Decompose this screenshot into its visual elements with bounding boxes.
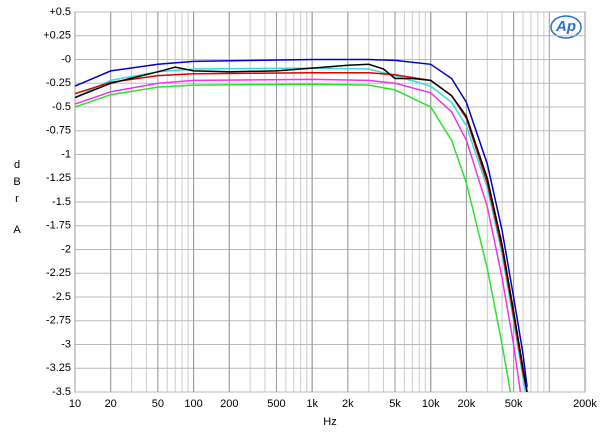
series-line (75, 78, 522, 392)
y-axis-label: A (13, 224, 21, 236)
y-tick-label: -3.25 (46, 362, 71, 374)
x-tick-label: 50 (152, 398, 164, 410)
x-tick-label: 200k (573, 398, 597, 410)
y-tick-label: -3 (61, 338, 71, 350)
x-tick-label: 2k (342, 398, 354, 410)
y-tick-label: -2.5 (52, 291, 71, 303)
x-tick-label: 50k (505, 398, 523, 410)
x-tick-label: 10 (69, 398, 81, 410)
series-line (75, 63, 528, 392)
y-tick-label: +0.25 (43, 30, 71, 42)
series-line (75, 67, 527, 392)
logo-text: Ap (555, 18, 576, 35)
y-axis-label: r (15, 193, 19, 205)
x-tick-label: 100 (184, 398, 202, 410)
x-tick-label: 20k (458, 398, 476, 410)
y-tick-label: -2.75 (46, 315, 71, 327)
y-axis-label: d (14, 159, 20, 171)
x-tick-label: 200 (220, 398, 238, 410)
y-tick-label: -1.25 (46, 172, 71, 184)
y-tick-label: -2 (61, 243, 71, 255)
y-tick-label: -1.75 (46, 220, 71, 232)
lines (75, 58, 528, 392)
series-line (75, 58, 528, 388)
y-tick-label: -0 (61, 53, 71, 65)
y-tick-label: -3.5 (52, 386, 71, 398)
logo-ring (550, 15, 582, 39)
x-tick-label: 10k (422, 398, 440, 410)
y-axis-label: B (13, 176, 20, 188)
y-tick-label: -0.75 (46, 125, 71, 137)
x-tick-label: 20 (105, 398, 117, 410)
y-tick-label: -0.5 (52, 101, 71, 113)
x-tick-label: 1k (306, 398, 318, 410)
y-tick-label: -0.25 (46, 77, 71, 89)
x-axis-label: Hz (323, 416, 336, 428)
x-tick-label: 500 (267, 398, 285, 410)
x-tick-label: 5k (389, 398, 401, 410)
y-tick-label: -1.5 (52, 196, 71, 208)
y-tick-label: -2.25 (46, 267, 71, 279)
logo: Ap (550, 15, 582, 39)
y-tick-label: +0.5 (49, 6, 71, 18)
y-tick-label: -1 (61, 148, 71, 160)
series-line (75, 83, 512, 392)
